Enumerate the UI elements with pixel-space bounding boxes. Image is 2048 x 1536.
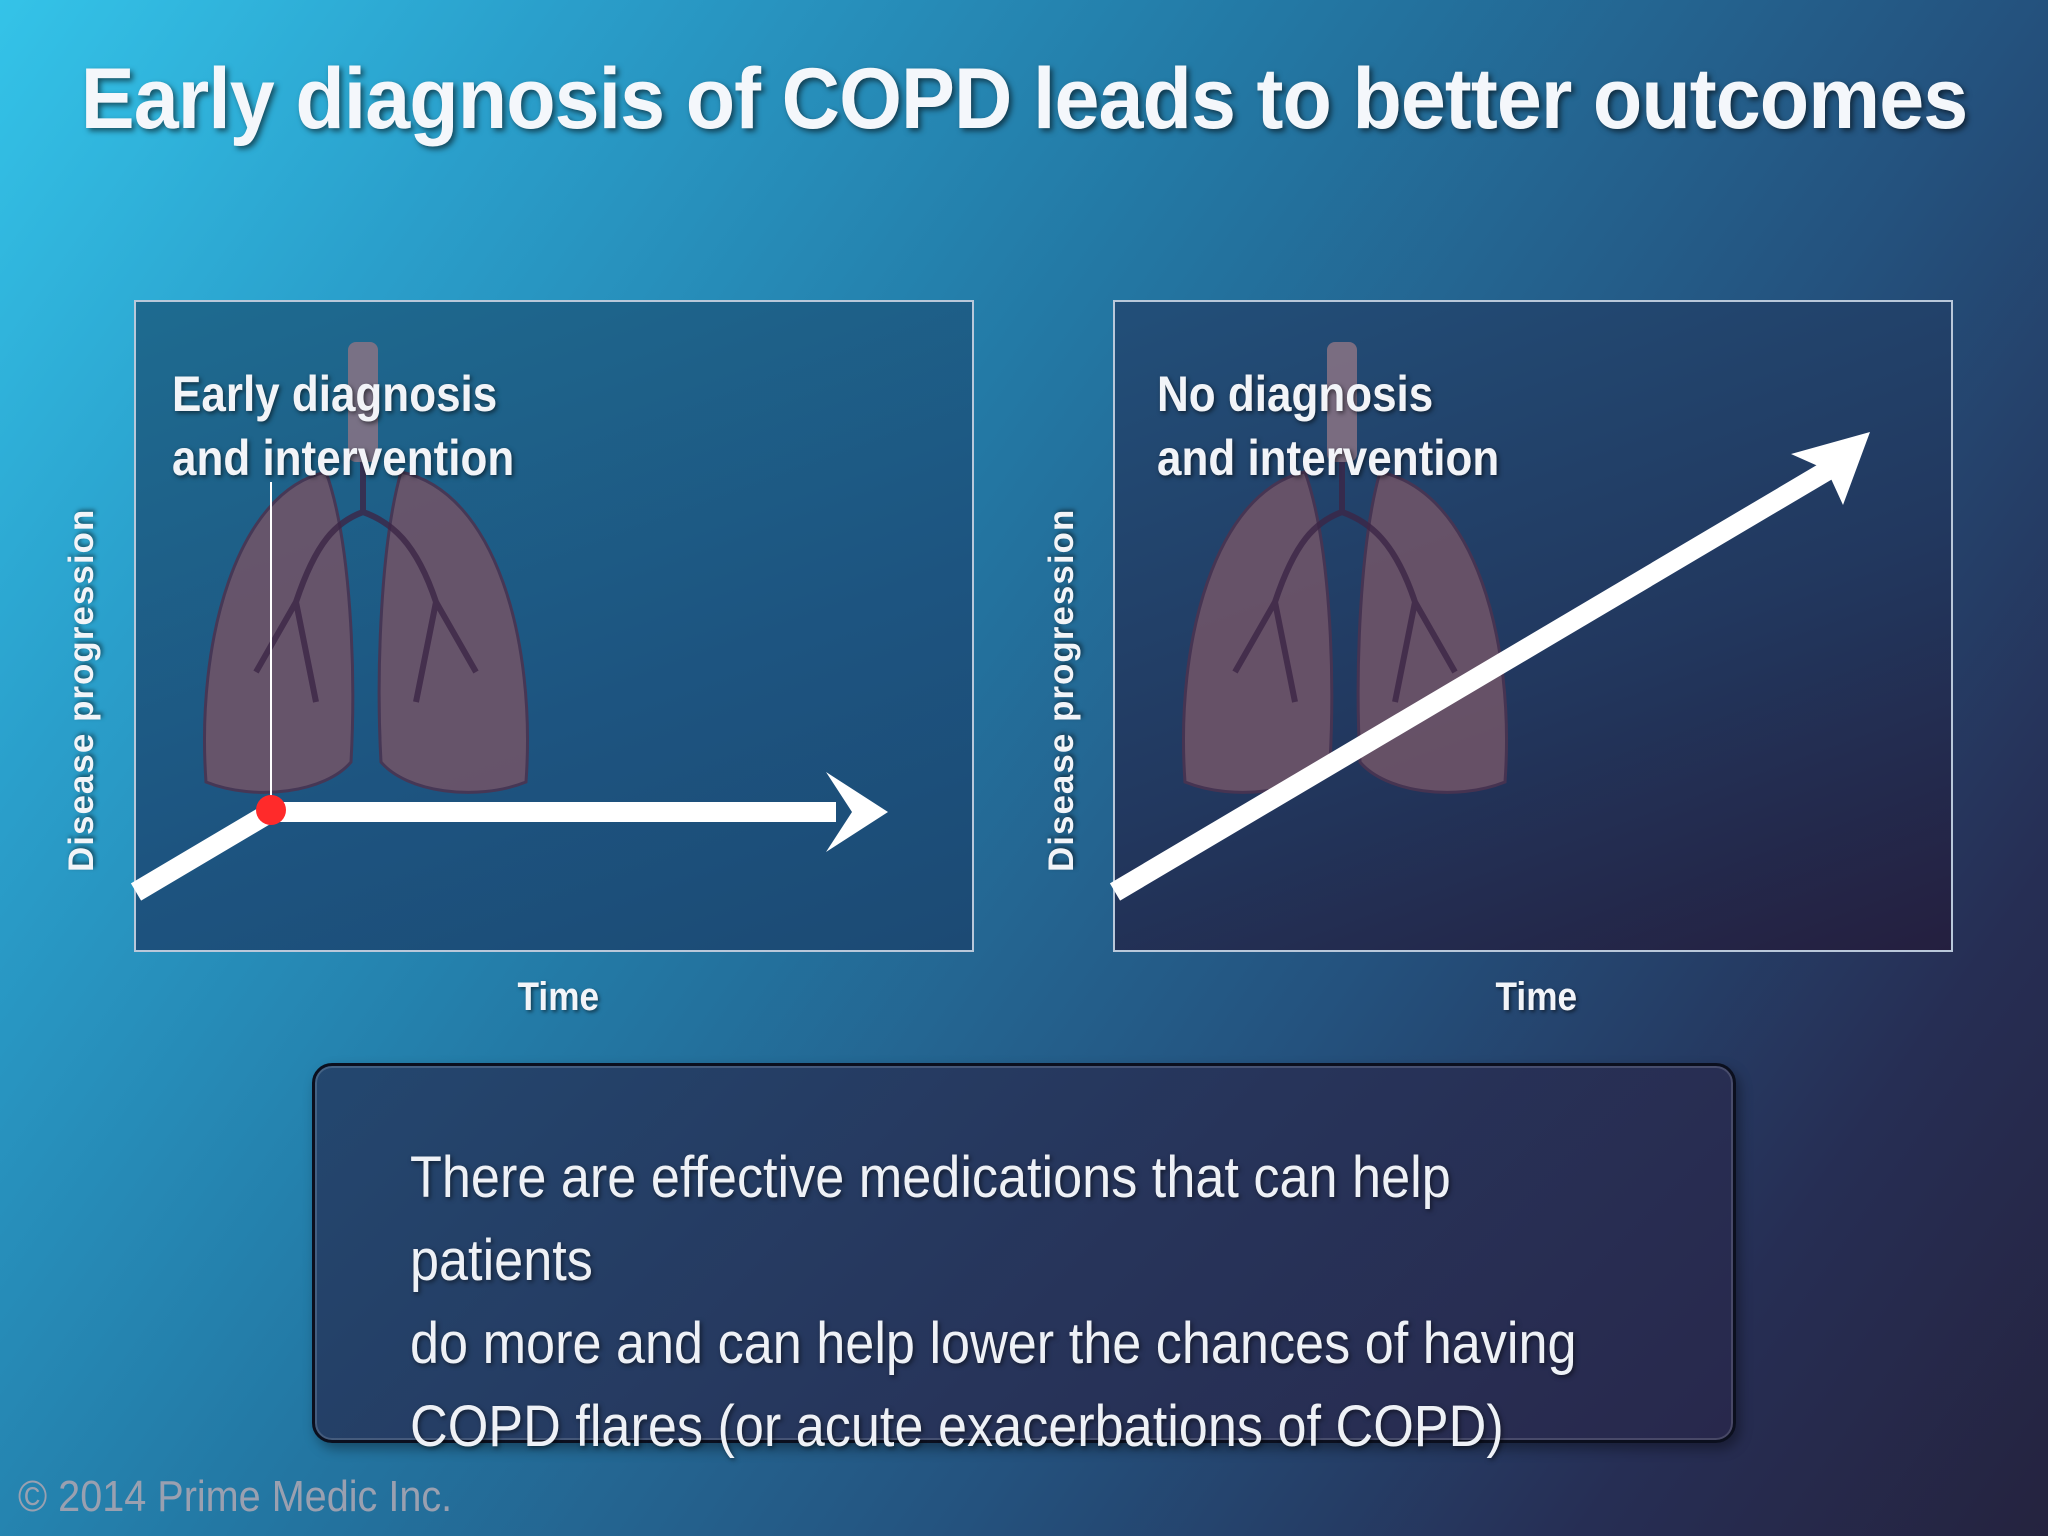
info-line-2: do more and can help lower the chances o… (410, 1311, 1577, 1376)
panel-label-line2: and intervention (1157, 430, 1500, 486)
progression-path (1109, 451, 1851, 901)
lungs-illustration (1182, 342, 1508, 794)
arrowhead (1791, 432, 1870, 505)
x-axis-label-left: Time (517, 975, 600, 1019)
info-callout-box: There are effective medications that can… (312, 1063, 1736, 1459)
progression-arrow-plateau (130, 482, 888, 901)
lungs-illustration (203, 342, 529, 794)
slide-title: Early diagnosis of COPD leads to better … (80, 51, 1968, 147)
panel-label-line1: Early diagnosis (172, 366, 498, 422)
y-axis-label-left: Disease progression (62, 508, 101, 872)
info-line-1: There are effective medications that can… (410, 1145, 1451, 1293)
progression-arrow-rising (1109, 432, 1870, 901)
panel-label: No diagnosis and intervention (1157, 362, 1499, 490)
panel-early-diagnosis: Early diagnosis and intervention (130, 300, 974, 952)
panel-label: Early diagnosis and intervention (172, 362, 514, 490)
arrowhead (826, 772, 888, 852)
copyright-notice: © 2014 Prime Medic Inc. (18, 1472, 453, 1521)
progression-path (130, 802, 836, 901)
panel-no-diagnosis: No diagnosis and intervention (1109, 300, 1953, 952)
info-callout-text: There are effective medications that can… (410, 1136, 1580, 1468)
intervention-marker (256, 795, 286, 825)
info-line-3: COPD flares (or acute exacerbations of C… (410, 1394, 1504, 1459)
panel-label-line1: No diagnosis (1157, 366, 1434, 422)
x-axis-label-right: Time (1495, 975, 1578, 1019)
y-axis-label-right: Disease progression (1042, 508, 1081, 872)
panel-label-line2: and intervention (172, 430, 515, 486)
